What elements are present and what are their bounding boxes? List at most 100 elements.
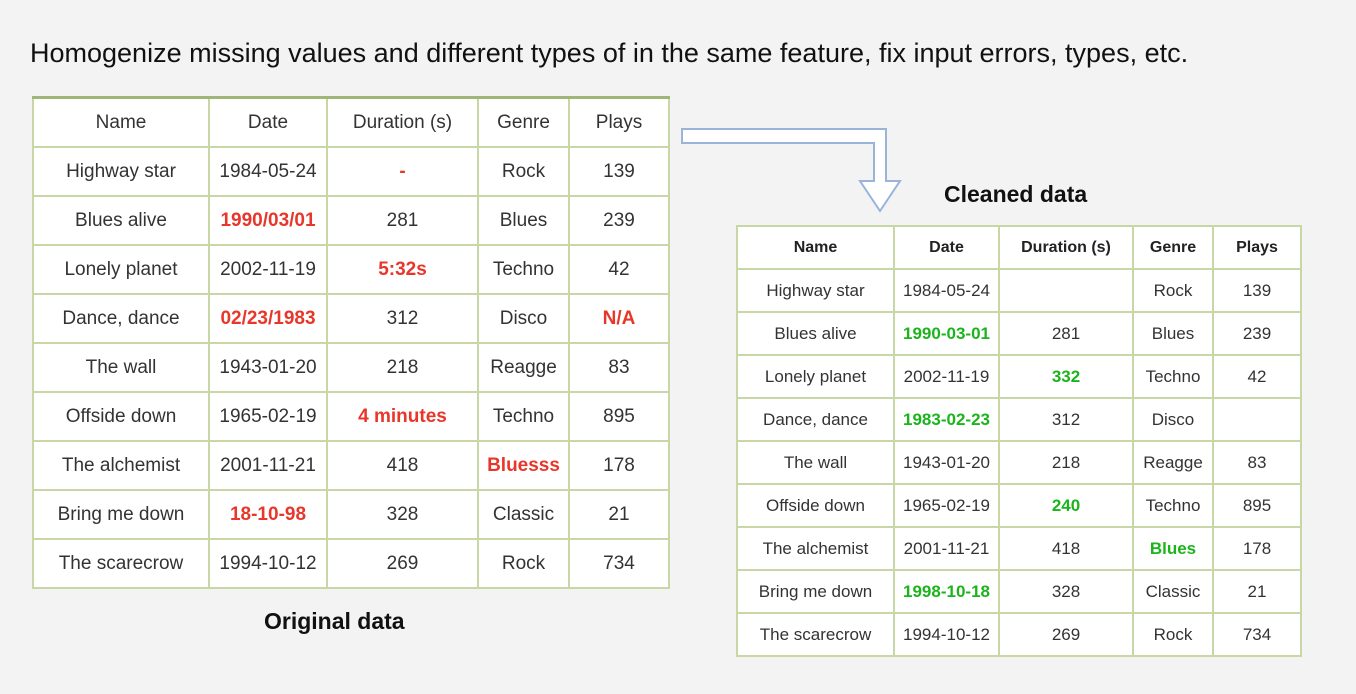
original-data-caption: Original data — [264, 608, 405, 634]
original-table-cell: Reagge — [477, 342, 570, 393]
cleaned-column-header: Date — [893, 225, 1000, 270]
cleaned-table-cell: 281 — [998, 311, 1134, 356]
original-table-cell: Techno — [477, 391, 570, 442]
original-table-cell: 83 — [568, 342, 670, 393]
original-header-row: Name Date Duration (s) Genre Plays — [32, 96, 670, 148]
cleaned-table-cell: 1994-10-12 — [893, 612, 1000, 657]
original-table-cell: 418 — [326, 440, 479, 491]
original-table-cell: 328 — [326, 489, 479, 540]
cleaned-table-cell: The alchemist — [736, 526, 895, 571]
cleaned-table-cell: 21 — [1212, 569, 1302, 614]
cleaned-table-cell: 239 — [1212, 311, 1302, 356]
cleaned-header-row: Name Date Duration (s) Genre Plays — [736, 225, 1302, 270]
original-table-row: Highway star 1984-05-24- Rock 139 — [32, 146, 670, 197]
cleaned-table-cell: Rock — [1132, 612, 1214, 657]
original-table-cell: 281 — [326, 195, 479, 246]
cleaned-table-cell: 1983-02-23 — [893, 397, 1000, 442]
cleaned-table-cell: Reagge — [1132, 440, 1214, 485]
original-table-cell: 2001-11-21 — [208, 440, 328, 491]
cleaned-table-cell: 42 — [1212, 354, 1302, 399]
original-table-cell: - — [326, 146, 479, 197]
original-table-cell: 1943-01-20 — [208, 342, 328, 393]
cleaned-column-header: Duration (s) — [998, 225, 1134, 270]
original-table-cell: Rock — [477, 146, 570, 197]
cleaned-table-row: Lonely planet 2002-11-19 332 Techno 42 — [736, 354, 1302, 399]
cleaned-table-cell: 1998-10-18 — [893, 569, 1000, 614]
cleaned-table-cell: 240 — [998, 483, 1134, 528]
original-table-cell: 2002-11-19 — [208, 244, 328, 295]
original-table-cell: 178 — [568, 440, 670, 491]
original-table-cell: N/A — [568, 293, 670, 344]
cleaned-table-cell: 734 — [1212, 612, 1302, 657]
original-table-cell: 5:32s — [326, 244, 479, 295]
cleaned-table-cell: 312 — [998, 397, 1134, 442]
original-table-cell: 4 minutes — [326, 391, 479, 442]
cleaned-table-row: The scarecrow 1994-10-12 269 Rock 734 — [736, 612, 1302, 657]
cleaned-column-header: Plays — [1212, 225, 1302, 270]
original-table-cell: 218 — [326, 342, 479, 393]
original-table-cell: 21 — [568, 489, 670, 540]
original-column-header: Duration (s) — [326, 96, 479, 148]
cleaned-table-cell: 2002-11-19 — [893, 354, 1000, 399]
headline: Homogenize missing values and different … — [30, 38, 1189, 68]
cleaned-table-cell: Offside down — [736, 483, 895, 528]
cleaned-table-cell: Bring me down — [736, 569, 895, 614]
cleaned-table-cell: The wall — [736, 440, 895, 485]
cleaned-table-cell: Disco — [1132, 397, 1214, 442]
cleaned-table-cell: 178 — [1212, 526, 1302, 571]
original-table-cell: The wall — [32, 342, 210, 393]
original-table-cell: Classic — [477, 489, 570, 540]
original-table-row: Bring me down 18-10-98 328 Classic 21 — [32, 489, 670, 540]
original-table-row: The alchemist 2001-11-21 418 Bluesss 178 — [32, 440, 670, 491]
original-table-cell: 1994-10-12 — [208, 538, 328, 589]
original-data-table: Name Date Duration (s) Genre Plays Highway st… — [32, 96, 670, 589]
original-table-row: Lonely planet 2002-11-19 5:32s Techno 42 — [32, 244, 670, 295]
cleaned-column-header: Name — [736, 225, 895, 270]
original-column-header: Genre — [477, 96, 570, 148]
original-table-cell: Offside down — [32, 391, 210, 442]
cleaned-table-cell: The scarecrow — [736, 612, 895, 657]
original-column-header: Date — [208, 96, 328, 148]
original-table-cell: 139 — [568, 146, 670, 197]
cleaned-data-table: Name Date Duration (s) Genre Plays Highway st… — [736, 225, 1302, 657]
original-table-cell: Blues alive — [32, 195, 210, 246]
original-table-cell: 18-10-98 — [208, 489, 328, 540]
cleaned-table-cell: Dance, dance — [736, 397, 895, 442]
original-table-row: The wall 1943-01-20 218 Reagge 83 — [32, 342, 670, 393]
original-table-cell: Dance, dance — [32, 293, 210, 344]
original-column-header: Name — [32, 96, 210, 148]
original-table-cell: Bring me down — [32, 489, 210, 540]
cleaned-table-cell: 1984-05-24 — [893, 268, 1000, 313]
original-table-cell: Bluesss — [477, 440, 570, 491]
cleaned-table-cell: 1943-01-20 — [893, 440, 1000, 485]
original-table-cell: 312 — [326, 293, 479, 344]
original-table-cell: 1990/03/01 — [208, 195, 328, 246]
original-table-cell: 1965-02-19 — [208, 391, 328, 442]
cleaned-table-row: Bring me down 1998-10-18 328 Classic 21 — [736, 569, 1302, 614]
cleaned-table-cell: Lonely planet — [736, 354, 895, 399]
cleaned-table-cell: Classic — [1132, 569, 1214, 614]
cleaned-table-cell — [998, 268, 1134, 313]
original-table-cell: 734 — [568, 538, 670, 589]
cleaned-table-cell: 1990-03-01 — [893, 311, 1000, 356]
original-table-cell: 1984-05-24 — [208, 146, 328, 197]
cleaned-table-row: Offside down 1965-02-19 240 Techno 895 — [736, 483, 1302, 528]
cleaned-table-cell — [1212, 397, 1302, 442]
cleaned-table-cell: Techno — [1132, 483, 1214, 528]
cleaned-table-cell: 895 — [1212, 483, 1302, 528]
original-table-cell: 239 — [568, 195, 670, 246]
cleaned-table-row: Dance, dance 1983-02-23 312 Disco — [736, 397, 1302, 442]
cleaned-table-row: The alchemist 2001-11-21 418 Blues 178 — [736, 526, 1302, 571]
cleaned-table-row: The wall 1943-01-20 218 Reagge 83 — [736, 440, 1302, 485]
cleaned-table-cell: Rock — [1132, 268, 1214, 313]
original-table-cell: Highway star — [32, 146, 210, 197]
original-table-cell: 42 — [568, 244, 670, 295]
cleaned-table-cell: 1965-02-19 — [893, 483, 1000, 528]
cleaned-table-cell: 83 — [1212, 440, 1302, 485]
cleaned-table-cell: 218 — [998, 440, 1134, 485]
original-table-cell: 895 — [568, 391, 670, 442]
original-table-cell: The scarecrow — [32, 538, 210, 589]
original-table-row: Blues alive 1990/03/01 281 Blues 239 — [32, 195, 670, 246]
original-table-cell: Disco — [477, 293, 570, 344]
cleaned-table-cell: 332 — [998, 354, 1134, 399]
